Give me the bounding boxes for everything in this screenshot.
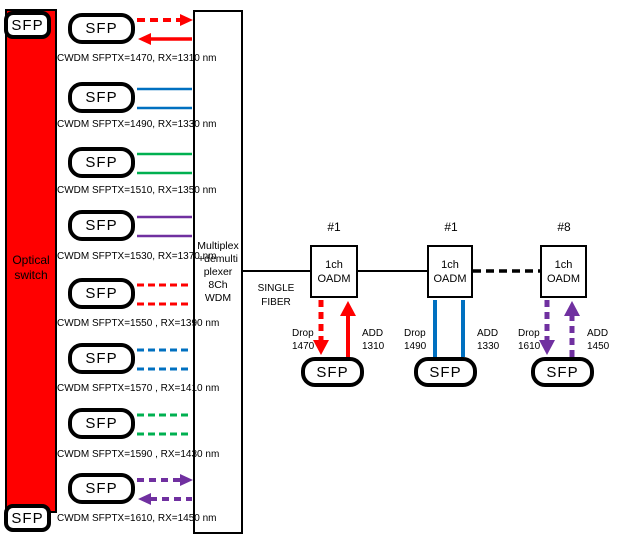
oadm1-drop-arrowhead [313,340,329,355]
oadm1-header: #1 [327,220,341,234]
oadm1-label-line2: OADM [317,272,351,285]
single-fiber-label-line1: SINGLE [257,283,295,294]
oadm2-drop-label: Drop 1490 [404,327,426,353]
oadm3-add-value: 1450 [587,341,610,352]
oadm2-header: #1 [444,220,458,234]
sfp-caption-1: CWDM SFPTX=1470, RX=1310 nm [57,53,217,64]
mux-label-line: 8Ch [208,278,228,291]
mux-label-line: Multiplex [197,239,239,252]
sfp-caption-2: CWDM SFPTX=1490, RX=1330 nm [57,119,217,130]
oadm3-label-line2: OADM [547,272,580,285]
oadm3-sfp: SFP [531,357,594,387]
sfp-module-3: SFP [68,147,135,178]
sfp-caption-3: CWDM SFPTX=1510, RX=1350 nm [57,185,217,196]
oadm3-add-label: ADD 1450 [587,327,609,353]
oadm3-drop-arrowhead [539,340,555,355]
oadm2-box: 1ch OADM [427,245,473,298]
oadm1-box: 1ch OADM [310,245,358,298]
sfp-caption-7: CWDM SFPTX=1590 , RX=1430 nm [57,449,220,460]
oadm2-label-line1: 1ch [441,258,459,271]
oadm3-drop-value: 1610 [518,341,541,352]
mux-label-line: plexer [203,265,233,278]
sfp-module-6: SFP [68,343,135,374]
oadm1-add-label: ADD 1310 [362,327,384,353]
row1-tx-arrowhead [180,14,193,26]
oadm2-drop-word: Drop [404,328,426,339]
sfp-caption-6: CWDM SFPTX=1570 , RX=1410 nm [57,383,220,394]
sfp-module-4: SFP [68,210,135,241]
sfp-caption-5: CWDM SFPTX=1550 , RX=1390 nm [57,318,220,329]
oadm2-add-word: ADD [477,328,499,339]
oadm3-label-line1: 1ch [554,258,573,271]
sfp-module-5: SFP [68,278,135,309]
mux-demux-box: Multiplex +demulti plexer 8Ch WDM [193,10,243,534]
single-fiber-label: SINGLE FIBER [251,282,301,310]
oadm1-label-line1: 1ch [325,258,343,271]
sfp-caption-8: CWDM SFPTX=1610, RX=1450 nm [57,513,217,524]
oadm1-add-arrowhead [340,301,356,316]
oadm3-header: #8 [557,220,571,234]
oadm1-drop-word: Drop [292,328,314,339]
oadm3-box: 1ch OADM [540,245,587,298]
optical-switch-bottom-sfp: SFP [4,504,51,532]
sfp-module-1: SFP [68,13,135,44]
oadm1-add-value: 1310 [362,341,385,352]
oadm2-drop-value: 1490 [404,341,427,352]
oadm2-sfp: SFP [414,357,477,387]
oadm3-add-word: ADD [587,328,609,339]
oadm2-add-value: 1330 [477,341,500,352]
mux-label-line: WDM [204,291,232,304]
oadm3-drop-word: Drop [518,328,540,339]
optical-switch-box [5,9,57,513]
oadm2-add-label: ADD 1330 [477,327,499,353]
sfp-module-8: SFP [68,473,135,504]
optical-switch-top-sfp: SFP [4,11,51,39]
oadm1-drop-value: 1470 [292,341,315,352]
sfp-module-2: SFP [68,82,135,113]
oadm3-add-arrowhead [564,301,580,316]
row8-rx-arrowhead [138,493,151,505]
sfp-module-7: SFP [68,408,135,439]
oadm1-drop-label: Drop 1470 [292,327,314,353]
optical-switch-label: Optical switch [12,253,50,282]
single-fiber-label-line2: FIBER [261,297,291,308]
oadm2-label-line2: OADM [433,272,467,285]
oadm3-drop-label: Drop 1610 [518,327,540,353]
oadm1-sfp: SFP [301,357,364,387]
row8-tx-arrowhead [180,474,193,486]
sfp-caption-4: CWDM SFPTX=1530, RX=1370 nm [57,251,217,262]
oadm1-add-word: ADD [362,328,384,339]
mux-label-line: +demulti [198,252,238,265]
row1-rx-arrowhead [138,33,151,45]
